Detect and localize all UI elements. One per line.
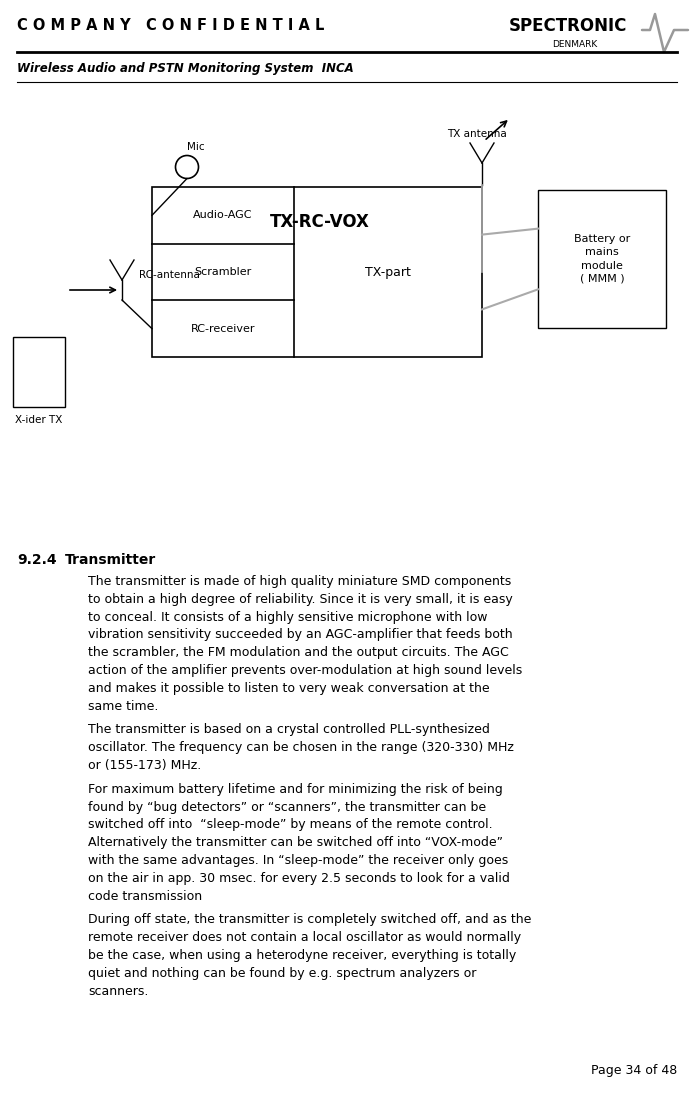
Text: Wireless Audio and PSTN Monitoring System  INCA: Wireless Audio and PSTN Monitoring Syste…	[17, 62, 354, 74]
Text: switched off into  “sleep-mode” by means of the remote control.: switched off into “sleep-mode” by means …	[88, 818, 493, 831]
Text: or (155-173) MHz.: or (155-173) MHz.	[88, 759, 201, 772]
Text: TX-part: TX-part	[365, 265, 411, 278]
Text: be the case, when using a heterodyne receiver, everything is totally: be the case, when using a heterodyne rec…	[88, 949, 516, 963]
Text: and makes it possible to listen to very weak conversation at the: and makes it possible to listen to very …	[88, 682, 490, 695]
Text: quiet and nothing can be found by e.g. spectrum analyzers or: quiet and nothing can be found by e.g. s…	[88, 967, 476, 980]
Text: For maximum battery lifetime and for minimizing the risk of being: For maximum battery lifetime and for min…	[88, 783, 502, 796]
Text: Scrambler: Scrambler	[194, 267, 252, 277]
Text: code transmission: code transmission	[88, 889, 202, 902]
Text: the scrambler, the FM modulation and the output circuits. The AGC: the scrambler, the FM modulation and the…	[88, 646, 509, 659]
Text: same time.: same time.	[88, 700, 158, 713]
Text: TX-RC-VOX: TX-RC-VOX	[270, 214, 370, 231]
Text: Mic: Mic	[187, 141, 205, 151]
Text: The transmitter is based on a crystal controlled PLL-synthesized: The transmitter is based on a crystal co…	[88, 724, 490, 737]
Text: Battery or
mains
module
( MMM ): Battery or mains module ( MMM )	[574, 234, 630, 284]
Text: Alternatively the transmitter can be switched off into “VOX-mode”: Alternatively the transmitter can be swi…	[88, 837, 503, 850]
Text: SPECTRONIC: SPECTRONIC	[509, 18, 627, 35]
Text: with the same advantages. In “sleep-mode” the receiver only goes: with the same advantages. In “sleep-mode…	[88, 854, 508, 867]
Text: scanners.: scanners.	[88, 984, 149, 998]
Text: DENMARK: DENMARK	[552, 41, 598, 49]
Text: Audio-AGC: Audio-AGC	[193, 210, 253, 220]
Text: C O M P A N Y   C O N F I D E N T I A L: C O M P A N Y C O N F I D E N T I A L	[17, 18, 324, 33]
Bar	[13, 337, 65, 407]
Bar	[152, 187, 482, 357]
Bar	[538, 191, 666, 328]
Text: RC-antenna: RC-antenna	[139, 270, 200, 280]
Text: vibration sensitivity succeeded by an AGC-amplifier that feeds both: vibration sensitivity succeeded by an AG…	[88, 629, 513, 642]
Text: remote receiver does not contain a local oscillator as would normally: remote receiver does not contain a local…	[88, 931, 521, 944]
Text: oscillator. The frequency can be chosen in the range (320-330) MHz: oscillator. The frequency can be chosen …	[88, 741, 514, 754]
Text: X-ider TX: X-ider TX	[15, 415, 62, 425]
Text: action of the amplifier prevents over-modulation at high sound levels: action of the amplifier prevents over-mo…	[88, 664, 523, 677]
Text: During off state, the transmitter is completely switched off, and as the: During off state, the transmitter is com…	[88, 913, 532, 926]
Text: TX antenna: TX antenna	[447, 129, 507, 139]
Text: RC-receiver: RC-receiver	[191, 324, 255, 334]
Text: Page 34 of 48: Page 34 of 48	[591, 1064, 677, 1077]
Text: to obtain a high degree of reliability. Since it is very small, it is easy: to obtain a high degree of reliability. …	[88, 592, 513, 606]
Text: The transmitter is made of high quality miniature SMD components: The transmitter is made of high quality …	[88, 575, 511, 588]
Text: Transmitter: Transmitter	[65, 553, 156, 567]
Text: to conceal. It consists of a highly sensitive microphone with low: to conceal. It consists of a highly sens…	[88, 611, 487, 623]
Text: 9.2.4: 9.2.4	[17, 553, 57, 567]
Circle shape	[176, 155, 198, 178]
Text: on the air in app. 30 msec. for every 2.5 seconds to look for a valid: on the air in app. 30 msec. for every 2.…	[88, 872, 510, 885]
Text: found by “bug detectors” or “scanners”, the transmitter can be: found by “bug detectors” or “scanners”, …	[88, 800, 486, 814]
